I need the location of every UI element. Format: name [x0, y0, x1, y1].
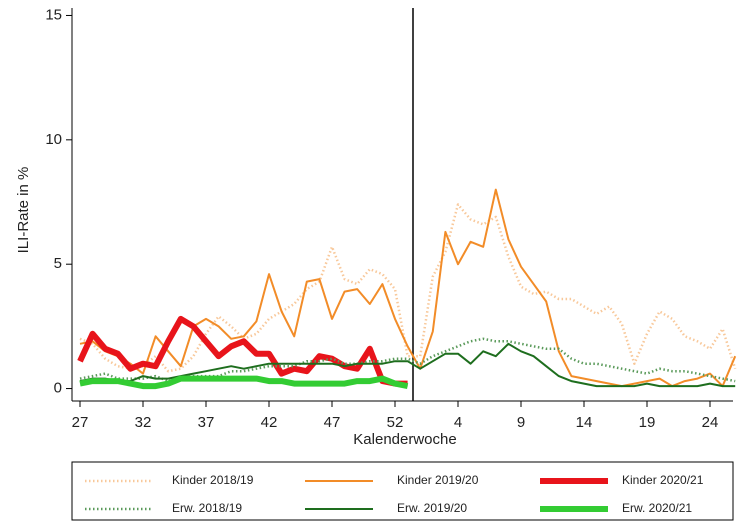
series-line: [79, 375, 409, 390]
legend-label: Erw. 2020/21: [622, 501, 692, 515]
legend-label: Kinder 2020/21: [622, 473, 704, 487]
legend-item: Kinder 2018/19: [85, 473, 254, 487]
x-tick-label: 27: [72, 414, 89, 431]
series-line: [79, 203, 737, 373]
x-tick-label: 14: [576, 414, 593, 431]
y-tick-label: 15: [45, 6, 62, 23]
x-tick-label: 37: [198, 414, 215, 431]
x-tick-label: 42: [261, 414, 278, 431]
legend-item: Erw. 2019/20: [305, 501, 467, 515]
series-line: [79, 342, 736, 388]
legend-label: Erw. 2019/20: [397, 501, 467, 515]
legend-item: Erw. 2020/21: [540, 501, 692, 515]
legend-item: Kinder 2020/21: [540, 473, 704, 487]
x-tick-label: 24: [702, 414, 719, 431]
y-tick-label: 0: [54, 380, 62, 397]
legend-label: Kinder 2018/19: [172, 473, 254, 487]
legend-label: Erw. 2018/19: [172, 501, 242, 515]
y-tick-label: 5: [54, 255, 62, 272]
legend-label: Kinder 2019/20: [397, 473, 479, 487]
y-tick-label: 10: [45, 131, 62, 148]
x-axis-title: Kalenderwoche: [353, 431, 456, 448]
legend-item: Kinder 2019/20: [305, 473, 479, 487]
series-line: [77, 315, 408, 387]
x-tick-label: 32: [135, 414, 152, 431]
legend-item: Erw. 2018/19: [85, 501, 242, 515]
x-tick-label: 47: [324, 414, 341, 431]
x-tick-label: 19: [639, 414, 656, 431]
x-tick-label: 4: [454, 414, 462, 431]
y-axis-title: ILI-Rate in %: [15, 167, 32, 254]
x-tick-label: 9: [517, 414, 525, 431]
legend-box: [71, 461, 734, 521]
x-tick-label: 52: [387, 414, 404, 431]
